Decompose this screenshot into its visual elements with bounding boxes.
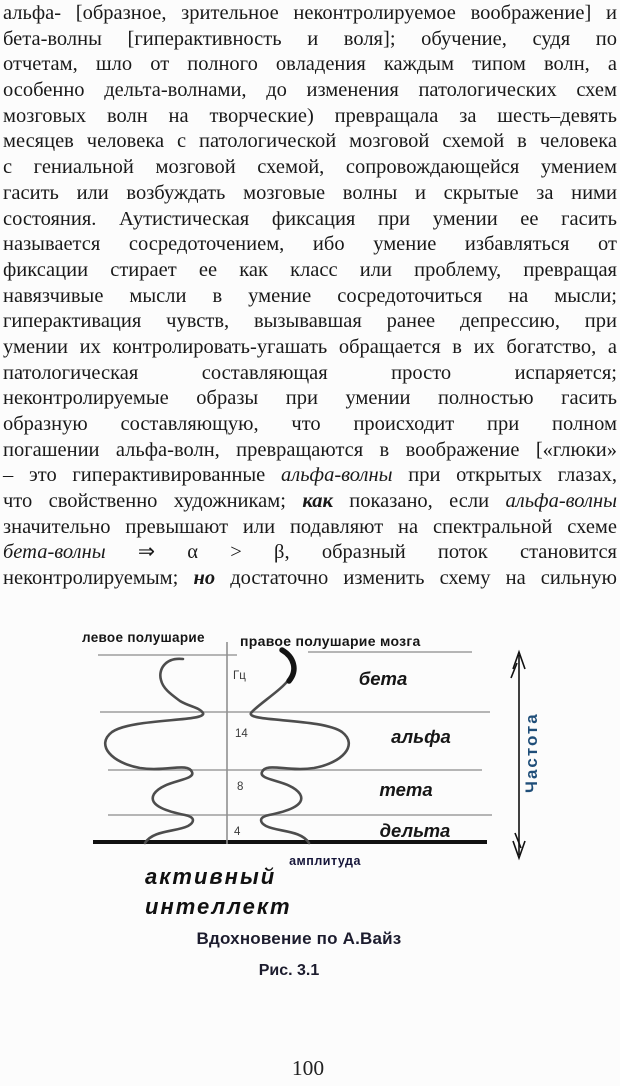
text-line: альфа- [образное, зрительное неконтролир… [3, 2, 617, 24]
text-line: умении их контролировать-угашать обращае… [3, 335, 617, 358]
text-line: неконтролируемые образы при умении полно… [3, 387, 617, 410]
band-label-delta: дельта [380, 820, 451, 841]
band-label-theta: тета [379, 779, 432, 800]
text-line: неконтролируемым; но достаточно изменить… [3, 567, 617, 590]
text-line: гиперактивация чувств, вызывавшая ранее … [3, 310, 617, 333]
page-number: 100 [291, 1056, 325, 1080]
figure-number: Рис. 3.1 [258, 962, 320, 979]
text-line: патологическая составляющая просто испар… [3, 361, 617, 384]
spectrum-curve-left [104, 657, 205, 845]
text-line: состояния. Аутистическая фиксация при ум… [3, 207, 617, 230]
tick-label-hz: Гц [233, 670, 246, 682]
tick-label-4: 4 [234, 826, 241, 838]
text-line: особенно дельта-волнами, до изменения па… [3, 79, 617, 102]
brainwave-figure: левое полушарие правое полушарие мозга Г… [82, 630, 541, 919]
figure-caption: Вдохновение по А.Вайз [196, 929, 402, 948]
active-intellect-line-2: интеллект [145, 894, 292, 919]
spectrum-curve-right [249, 677, 350, 845]
band-label-beta: бета [359, 668, 407, 689]
text-line: погашении альфа-волн, превращаются в воо… [3, 438, 617, 461]
text-line: мозговых волн на творческие) превращала … [3, 104, 617, 127]
active-intellect-line-1: активный [145, 864, 276, 889]
text-line: фиксации стирает ее как класс или пробле… [3, 258, 617, 281]
text-line: значительно превышают или подавляют на с… [3, 515, 617, 538]
text-line: гасить или возбуждать мозговые волны и с… [3, 181, 617, 204]
text-line: что свойственно художникам; как показано… [3, 490, 618, 513]
hemisphere-label-right: правое полушарие мозга [240, 633, 421, 649]
tick-label-8: 8 [237, 781, 243, 793]
text-line: бета-волны ⇒ α > β, образный поток стано… [3, 541, 617, 564]
amplitude-label: амплитуда [289, 854, 361, 868]
band-label-alpha: альфа [391, 726, 451, 747]
text-line: с гениальной мозговой схемой, сопровожда… [3, 156, 617, 179]
curve-accent-stroke [279, 647, 297, 684]
body-text: альфа- [образное, зрительное неконтролир… [3, 1, 617, 592]
text-line: – это гиперактивированные альфа-волны пр… [3, 464, 617, 487]
tick-label-14: 14 [235, 728, 248, 740]
text-line: месяцев человека с патологической мозгов… [3, 130, 617, 153]
frequency-arrow-label: Частота [522, 712, 541, 793]
hemisphere-label-left: левое полушарие [82, 630, 205, 645]
text-line: навязчивые мысли в умение сосредоточитьс… [3, 284, 617, 307]
text-line: отчетам, шло от полного овладения каждым… [3, 53, 617, 76]
text-line: называется сосредоточением, ибо умение и… [3, 233, 617, 256]
frequency-arrow [510, 649, 526, 861]
text-line: образную составляющую, что происходит пр… [3, 413, 617, 435]
text-line: бета-волны [гиперактивность и воля]; обу… [3, 27, 617, 50]
